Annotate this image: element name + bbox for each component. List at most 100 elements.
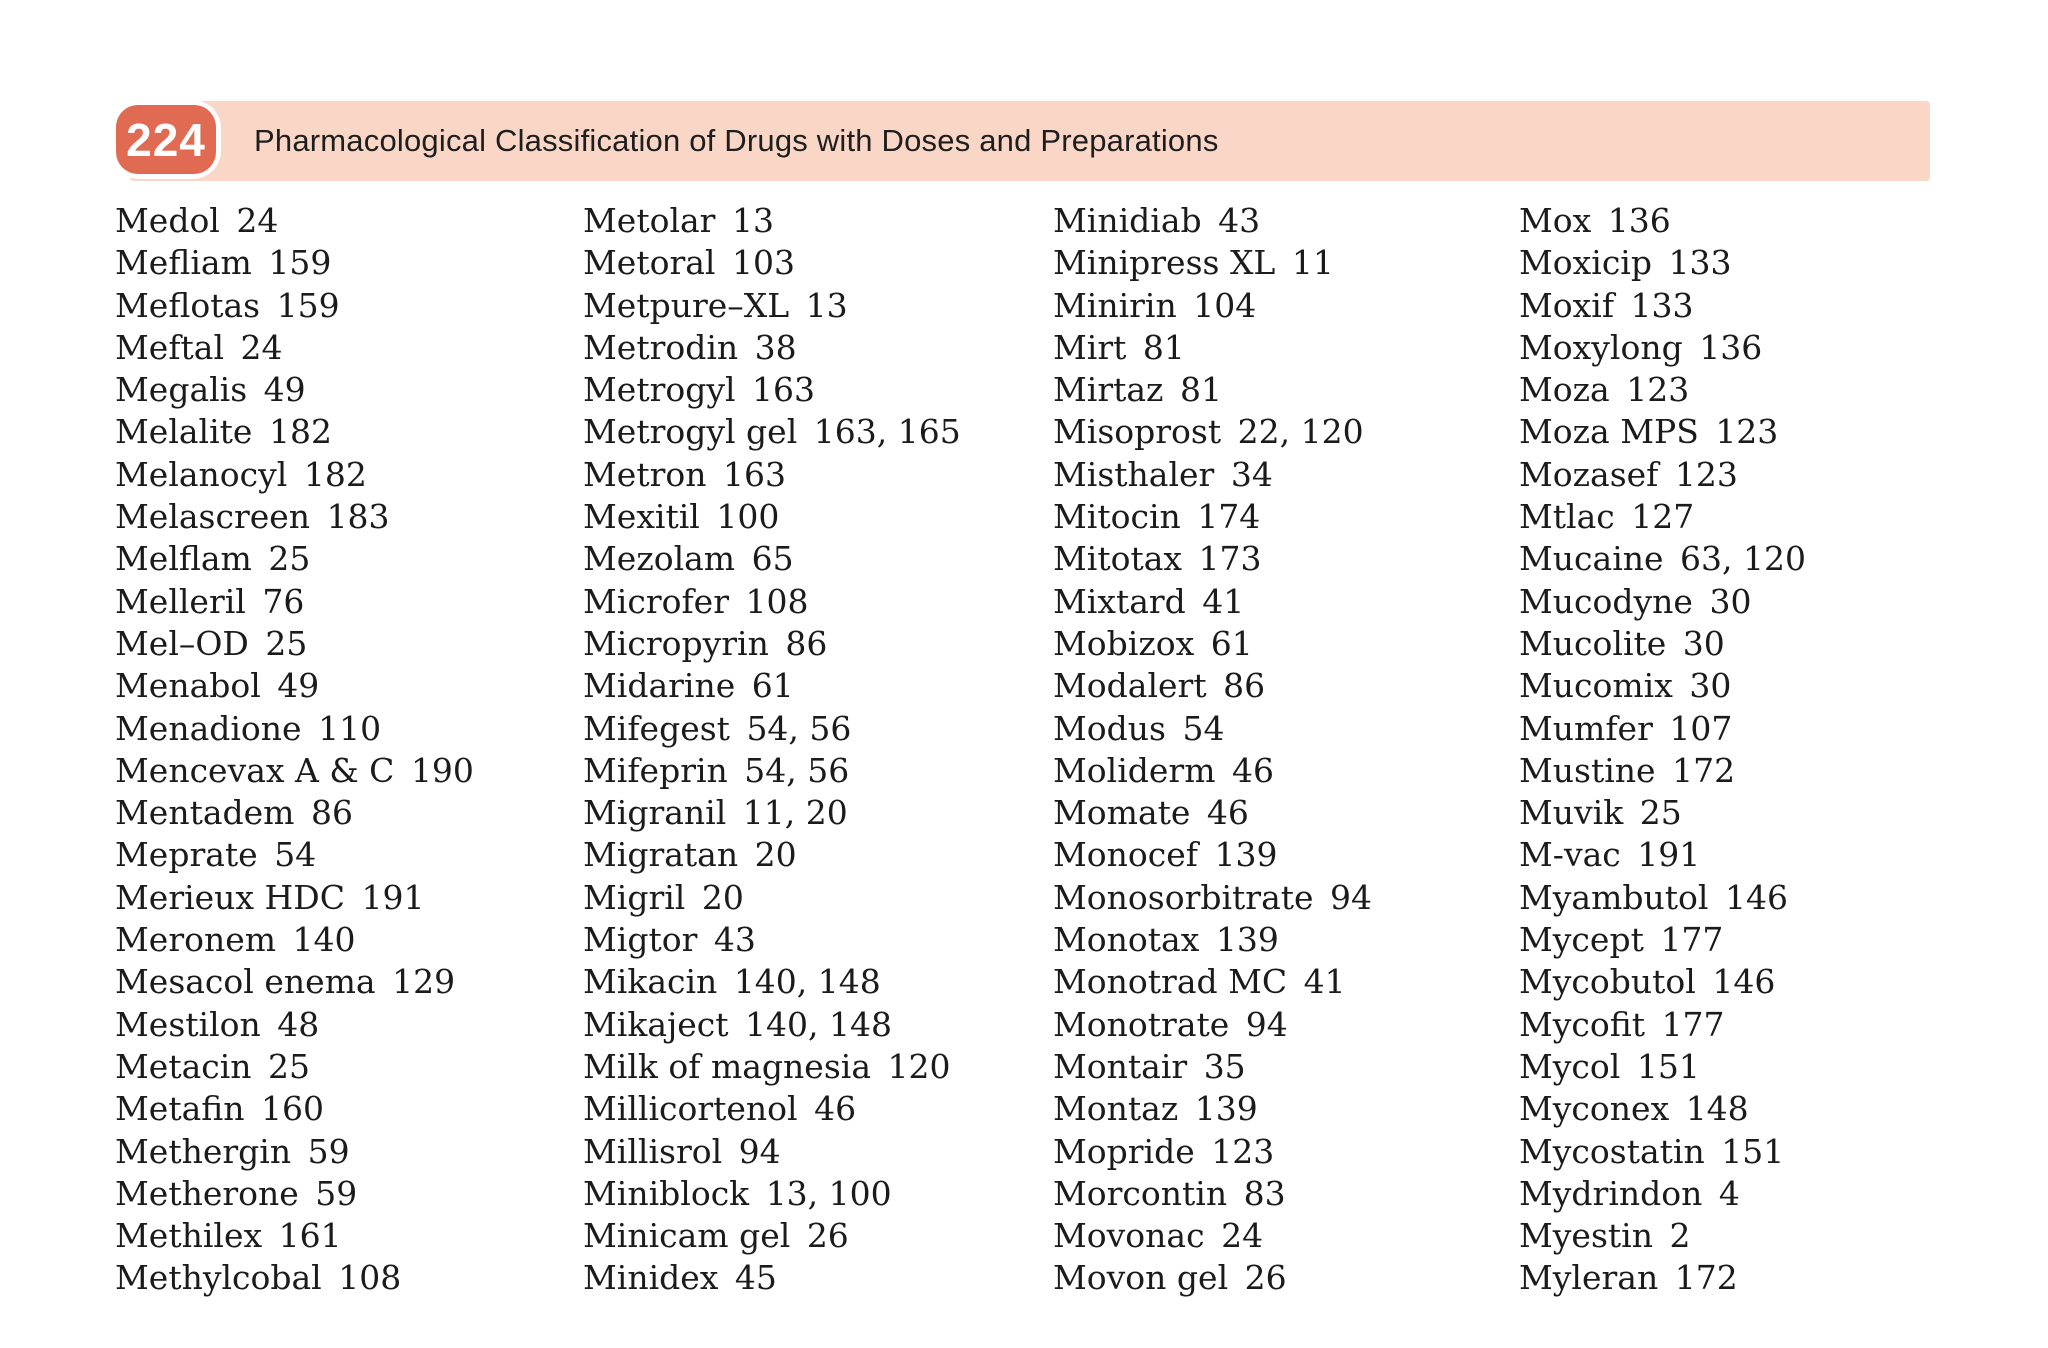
drug-name: Minidex <box>583 1258 719 1298</box>
drug-page-refs: 20 <box>701 877 744 917</box>
index-entry: Misoprost 22, 120 <box>1053 411 1513 453</box>
index-entry: Mycept 177 <box>1519 919 1979 961</box>
drug-page-refs: 41 <box>1202 581 1245 621</box>
index-entry: Mel–OD 25 <box>115 623 575 665</box>
index-entry: Merieux HDC 191 <box>115 877 575 919</box>
drug-name: Mikaject <box>583 1004 729 1044</box>
drug-name: Mycol <box>1519 1046 1621 1086</box>
drug-page-refs: 46 <box>1206 793 1249 833</box>
index-entry: Metrodin 38 <box>583 327 1043 369</box>
index-entry: Minicam gel 26 <box>583 1215 1043 1257</box>
index-entry: Movon gel 26 <box>1053 1257 1513 1299</box>
index-entry: Metacin 25 <box>115 1046 575 1088</box>
chapter-header-band: Pharmacological Classification of Drugs … <box>130 101 1930 181</box>
index-entry: Mirt 81 <box>1053 327 1513 369</box>
drug-page-refs: 129 <box>392 962 456 1002</box>
index-entry: Mencevax A & C 190 <box>115 750 575 792</box>
drug-name: Methilex <box>115 1216 263 1256</box>
index-entry: Menabol 49 <box>115 665 575 707</box>
drug-page-refs: 190 <box>410 750 474 790</box>
index-entry: Menadione 110 <box>115 708 575 750</box>
drug-page-refs: 160 <box>261 1089 325 1129</box>
drug-page-refs: 139 <box>1215 920 1279 960</box>
drug-name: Mustine <box>1519 750 1656 790</box>
drug-page-refs: 183 <box>326 497 390 537</box>
drug-page-refs: 177 <box>1661 1004 1725 1044</box>
index-entry: Millicortenol 46 <box>583 1088 1043 1130</box>
index-entry: Melflam 25 <box>115 538 575 580</box>
index-entry: Mirtaz 81 <box>1053 369 1513 411</box>
drug-name: Monotax <box>1053 920 1200 960</box>
drug-name: Monotrate <box>1053 1004 1230 1044</box>
index-entry: Micropyrin 86 <box>583 623 1043 665</box>
drug-name: Mirtaz <box>1053 370 1164 410</box>
drug-name: Melflam <box>115 539 252 579</box>
drug-name: Mtlac <box>1519 497 1615 537</box>
drug-name: Milk of magnesia <box>583 1046 871 1086</box>
drug-page-refs: 140, 148 <box>745 1004 892 1044</box>
index-entry: Morcontin 83 <box>1053 1173 1513 1215</box>
drug-page-refs: 54 <box>1182 708 1225 748</box>
drug-page-refs: 59 <box>307 1131 350 1171</box>
drug-name: M-vac <box>1519 835 1621 875</box>
index-entry: Mifegest 54, 56 <box>583 708 1043 750</box>
drug-page-refs: 108 <box>745 581 809 621</box>
drug-name: Mixtard <box>1053 581 1186 621</box>
drug-page-refs: 43 <box>1218 201 1261 240</box>
drug-name: Mifeprin <box>583 750 728 790</box>
index-entry: Mustine 172 <box>1519 750 1979 792</box>
drug-page-refs: 24 <box>240 327 283 367</box>
drug-name: Moxif <box>1519 285 1615 325</box>
drug-page-refs: 81 <box>1142 327 1185 367</box>
index-entry: Mifeprin 54, 56 <box>583 750 1043 792</box>
index-entry: Mucodyne 30 <box>1519 581 1979 623</box>
drug-name: Mifegest <box>583 708 730 748</box>
index-entry: Methergin 59 <box>115 1131 575 1173</box>
index-entry: Metherone 59 <box>115 1173 575 1215</box>
drug-page-refs: 172 <box>1674 1258 1738 1298</box>
drug-page-refs: 191 <box>1637 835 1701 875</box>
index-entry: Mopride 123 <box>1053 1131 1513 1173</box>
drug-page-refs: 61 <box>751 666 794 706</box>
drug-page-refs: 139 <box>1194 1089 1258 1129</box>
drug-name: Mycofit <box>1519 1004 1646 1044</box>
index-entry: M-vac 191 <box>1519 834 1979 876</box>
index-entry: Meprate 54 <box>115 834 575 876</box>
drug-name: Moza MPS <box>1519 412 1699 452</box>
drug-page-refs: 54, 56 <box>744 750 850 790</box>
drug-name: Morcontin <box>1053 1173 1228 1213</box>
drug-name: Mopride <box>1053 1131 1195 1171</box>
drug-name: Moxylong <box>1519 327 1683 367</box>
drug-page-refs: 103 <box>731 243 795 283</box>
drug-name: Moxicip <box>1519 243 1652 283</box>
drug-page-refs: 127 <box>1631 497 1695 537</box>
page-number-badge-ring: 224 <box>111 100 221 179</box>
drug-name: Midarine <box>583 666 736 706</box>
drug-page-refs: 123 <box>1211 1131 1275 1171</box>
drug-name: Mydrindon <box>1519 1173 1703 1213</box>
drug-name: Mox <box>1519 201 1592 240</box>
drug-page-refs: 24 <box>236 201 279 240</box>
index-entry: Metron 163 <box>583 454 1043 496</box>
drug-page-refs: 146 <box>1712 962 1776 1002</box>
drug-name: Mozasef <box>1519 454 1659 494</box>
drug-name: Mel–OD <box>115 623 249 663</box>
index-entry: Mydrindon 4 <box>1519 1173 1979 1215</box>
index-entry: Mumfer 107 <box>1519 708 1979 750</box>
drug-name: Myestin <box>1519 1216 1653 1256</box>
index-entry: Midarine 61 <box>583 665 1043 707</box>
index-entry: Misthaler 34 <box>1053 454 1513 496</box>
index-entry: Modalert 86 <box>1053 665 1513 707</box>
page-number-badge: 224 <box>116 105 216 174</box>
drug-name: Metrodin <box>583 327 739 367</box>
index-entry: Moxicip 133 <box>1519 242 1979 284</box>
index-entry: Modus 54 <box>1053 708 1513 750</box>
drug-name: Mesacol enema <box>115 962 376 1002</box>
drug-page-refs: 94 <box>1330 877 1373 917</box>
drug-name: Mumfer <box>1519 708 1653 748</box>
drug-page-refs: 11 <box>1291 243 1334 283</box>
drug-name: Methylcobal <box>115 1258 322 1298</box>
index-entry: Myestin 2 <box>1519 1215 1979 1257</box>
drug-page-refs: 159 <box>276 285 340 325</box>
drug-name: Metrogyl gel <box>583 412 798 452</box>
